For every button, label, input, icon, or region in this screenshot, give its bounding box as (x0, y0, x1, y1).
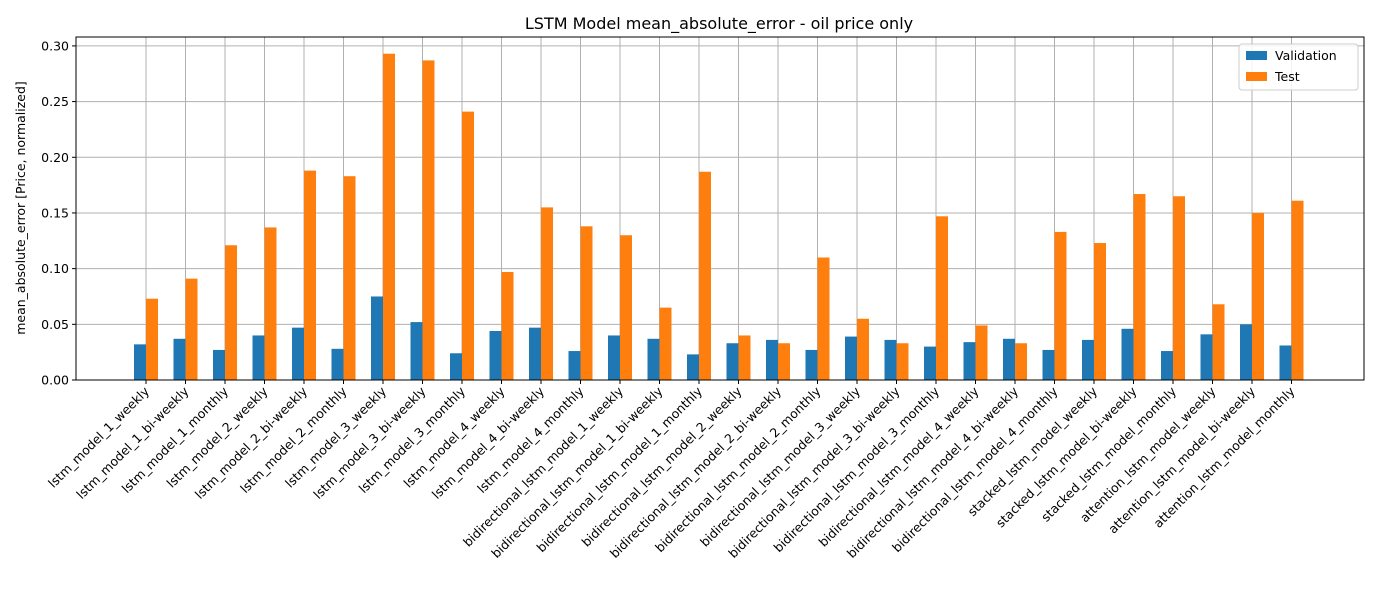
test-bar (699, 171, 711, 380)
test-bar (857, 318, 869, 380)
y-tick-label: 0.20 (41, 150, 69, 165)
test-bar (225, 245, 237, 380)
test-bar (620, 235, 632, 380)
validation-bar (687, 354, 699, 380)
validation-bar (1240, 324, 1252, 380)
legend-label: Validation (1275, 48, 1337, 63)
test-bar (185, 278, 198, 380)
test-bar (304, 170, 316, 380)
validation-bar (292, 327, 304, 380)
test-bar (778, 343, 790, 380)
test-bar (422, 60, 435, 381)
validation-bar (884, 339, 897, 380)
plot-frame (75, 36, 1365, 381)
test-bar (580, 226, 593, 380)
y-tick-label: 0.00 (41, 373, 69, 388)
validation-bar (924, 346, 936, 380)
test-bar (343, 176, 356, 380)
y-tick-label: 0.25 (41, 94, 69, 109)
validation-bar (529, 327, 541, 380)
validation-bar (963, 342, 976, 380)
test-bar (264, 227, 277, 380)
validation-bar (1042, 349, 1055, 380)
validation-bar (1003, 338, 1015, 380)
y-tick-label: 0.30 (41, 38, 69, 53)
legend-swatch (1246, 51, 1267, 60)
test-bar (1094, 243, 1106, 380)
x-axis-ticks: lstm_model_1_weeklylstm_model_1_bi-weekl… (45, 380, 1298, 561)
validation-bar (1082, 339, 1094, 380)
validation-bar (766, 339, 778, 380)
validation-bar (252, 335, 265, 380)
test-bar (896, 343, 909, 380)
test-bar (738, 335, 751, 380)
validation-bar (134, 344, 146, 380)
legend-label: Test (1274, 69, 1300, 84)
test-bar (659, 307, 672, 380)
validation-bar (1121, 328, 1134, 380)
validation-bar (489, 331, 502, 380)
validation-bar (805, 349, 818, 380)
validation-bar (213, 349, 225, 380)
legend-swatch (1246, 72, 1267, 81)
y-axis-ticks: 0.00 0.05 0.10 0.15 0.20 0.25 0.30 (41, 38, 76, 388)
test-bar (1133, 194, 1146, 380)
x-tick-label: stacked_lstm_model_bi-weekly (993, 383, 1140, 530)
test-bar (1015, 343, 1027, 380)
validation-bar (608, 335, 620, 380)
legend-box (1238, 43, 1359, 91)
y-axis-label: mean_absolute_error [Price, normalized] (13, 81, 28, 335)
test-bar (1291, 200, 1304, 380)
test-bar (146, 298, 158, 380)
x-tick-label: attention_lstm_model_bi-weekly (1105, 383, 1258, 536)
test-bar (462, 111, 474, 380)
y-tick-label: 0.10 (41, 261, 69, 276)
test-bar (1054, 231, 1067, 380)
y-tick-label: 0.05 (41, 317, 69, 332)
validation-bar (173, 338, 186, 380)
validation-bar (1200, 334, 1213, 380)
chart-title: LSTM Model mean_absolute_error - oil pri… (525, 14, 913, 34)
y-tick-label: 0.15 (41, 205, 69, 220)
test-bar (383, 53, 395, 381)
validation-bar (1161, 351, 1173, 380)
test-bar (1252, 212, 1264, 380)
validation-bar (450, 353, 462, 380)
test-bar (541, 207, 553, 380)
test-bar (1173, 196, 1185, 380)
validation-bar (410, 322, 423, 380)
x-tick-label: attention_lstm_model_monthly (1150, 383, 1298, 531)
validation-bar (726, 343, 739, 380)
legend: Validation Test (1238, 43, 1359, 91)
validation-bar (331, 348, 344, 380)
test-bar (975, 325, 988, 380)
test-bar (1212, 304, 1225, 380)
test-bar (936, 216, 948, 380)
validation-bar (647, 338, 660, 380)
validation-bar (568, 351, 581, 380)
test-bar (817, 257, 830, 380)
bars (134, 53, 1304, 381)
test-bar (501, 271, 514, 380)
validation-bar (845, 336, 857, 380)
validation-bar (1279, 345, 1292, 380)
validation-bar (371, 296, 383, 380)
